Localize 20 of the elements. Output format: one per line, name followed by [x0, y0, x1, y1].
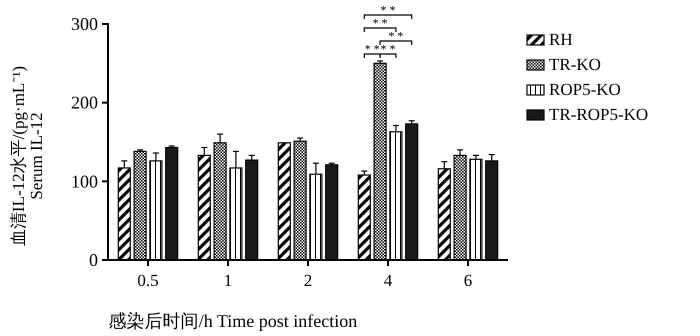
y-tick-label: 100	[71, 171, 98, 192]
y-tick-label: 0	[89, 250, 98, 270]
y-tick-label: 300	[71, 14, 98, 34]
legend-label: TR-ROP5-KO	[549, 105, 648, 124]
legend-label: RH	[549, 30, 573, 49]
annotation: * *	[364, 42, 380, 56]
text: * *	[380, 3, 396, 17]
x-axis-title: 感染后时间/h Time post infection	[108, 311, 358, 331]
y-tick-label: 200	[71, 92, 98, 113]
x-tick-label: 4	[384, 271, 393, 290]
legend-label: TR-KO	[549, 55, 601, 74]
x-tick-label: 0.5	[137, 271, 159, 290]
x-tick-label: 1	[224, 271, 232, 290]
x-tick-label: 2	[304, 271, 312, 290]
annotation: * *	[388, 29, 404, 43]
legend-label: ROP5-KO	[549, 80, 621, 99]
y-axis-title: 血清IL-12水平/(pg·mL⁻¹) Serum IL-12	[9, 66, 46, 246]
annotation: * *	[380, 42, 396, 56]
x-tick-label: 6	[464, 271, 472, 290]
annotation: * *	[372, 16, 388, 30]
